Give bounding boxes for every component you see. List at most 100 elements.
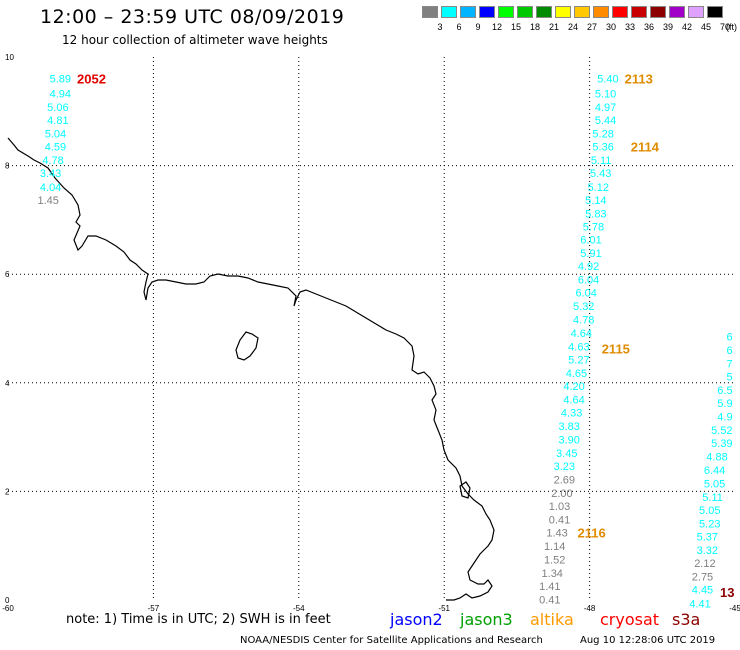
wave-height-value: 5.14 <box>585 195 606 207</box>
wave-height-value: 5.05 <box>704 478 725 490</box>
lon-tick-label: -48 <box>584 604 596 613</box>
color-scale-swatch <box>574 6 590 18</box>
wave-height-value: 5.23 <box>699 518 720 530</box>
wave-height-value: 5.28 <box>592 129 613 141</box>
credit-line: NOAA/NESDIS Center for Satellite Applica… <box>240 635 543 646</box>
satellite-jason3: jason3 <box>460 610 513 629</box>
wave-height-value: 3.32 <box>697 545 718 557</box>
wave-height-value: 1.43 <box>546 528 567 540</box>
wave-height-value: 6.01 <box>580 234 601 246</box>
wave-height-value: 5.91 <box>580 248 601 260</box>
color-scale-label: 27 <box>586 22 597 32</box>
wave-height-observations: 5.894.945.064.815.044.594.783.434.041.45… <box>37 72 734 611</box>
pass-time-label: 2115 <box>602 342 630 357</box>
wave-height-value: 0.41 <box>539 594 560 606</box>
color-scale-unit: (ft) <box>726 22 737 32</box>
wave-height-value: 5.78 <box>583 221 604 233</box>
color-scale-label: 70 <box>719 22 730 32</box>
lat-tick-label: 8 <box>5 162 10 171</box>
wave-height-value: 5.83 <box>585 208 606 220</box>
color-scale-swatch <box>707 6 723 18</box>
wave-height-value: 0.41 <box>549 515 570 527</box>
color-scale-label: 45 <box>700 22 711 32</box>
wave-height-value: 5.36 <box>592 142 613 154</box>
pass-time-label: 2114 <box>631 140 660 155</box>
wave-height-value: 4.97 <box>595 102 616 114</box>
wave-height-value: 3.45 <box>556 448 577 460</box>
wave-height-value: 5.44 <box>595 115 616 127</box>
color-scale-swatch <box>650 6 666 18</box>
wave-height-value: 6.5 <box>717 385 732 397</box>
wave-height-value: 4.78 <box>42 155 63 167</box>
pass-time-label: 2113 <box>625 72 653 87</box>
lon-tick-label: -57 <box>148 604 160 613</box>
axis-tick-labels: -60 -57 -54 -51 -48 -45 0 2 4 6 8 10 <box>2 53 740 613</box>
wave-height-value: 4.78 <box>573 314 594 326</box>
color-scale-label: 36 <box>643 22 654 32</box>
wave-height-value: 4.04 <box>40 182 61 194</box>
wave-height-value: 5.12 <box>588 182 609 194</box>
wave-height-value: 5.89 <box>50 74 71 86</box>
wave-height-value: 4.81 <box>47 115 68 127</box>
wave-height-value: 4.9 <box>717 411 732 423</box>
satellite-altika: altika <box>530 610 574 629</box>
wave-height-value: 4.94 <box>50 88 71 100</box>
color-scale-swatch <box>498 6 514 18</box>
wave-height-value: 4.63 <box>568 341 589 353</box>
island-outline <box>235 331 259 361</box>
wave-height-value: 1.52 <box>544 554 565 566</box>
page-title: 12:00 – 23:59 UTC 08/09/2019 <box>40 6 345 28</box>
wave-height-value: 5.37 <box>697 531 718 543</box>
wave-height-value: 3.43 <box>40 168 61 180</box>
wave-height-value: 5.10 <box>595 88 616 100</box>
wave-height-value: 3.90 <box>558 434 579 446</box>
wave-height-value: 4.20 <box>563 381 584 393</box>
island-outline <box>459 481 471 499</box>
color-scale-label: 39 <box>662 22 673 32</box>
wave-height-value: 5.27 <box>568 354 589 366</box>
wave-height-value: 5.05 <box>699 505 720 517</box>
color-scale-swatch <box>555 6 571 18</box>
lon-tick-label: -60 <box>2 604 14 613</box>
footer-note: note: 1) Time is in UTC; 2) SWH is in fe… <box>66 612 331 627</box>
wave-height-value: 5.06 <box>47 102 68 114</box>
color-scale-label: 33 <box>624 22 635 32</box>
wave-height-value: 5 <box>726 371 732 383</box>
color-scale-label: 12 <box>491 22 502 32</box>
color-scale-label: 6 <box>456 22 462 32</box>
wave-height-value: 5.40 <box>597 74 618 86</box>
wave-height-value: 2.75 <box>692 572 713 584</box>
coastline <box>7 137 495 601</box>
color-scale-label: 18 <box>529 22 540 32</box>
color-scale-label: 3 <box>437 22 443 32</box>
color-scale-label: 42 <box>681 22 692 32</box>
wave-height-value: 3.23 <box>554 461 575 473</box>
wave-height-value: 6.04 <box>578 275 599 287</box>
lat-tick-label: 10 <box>5 53 14 62</box>
wave-height-value: 5.39 <box>711 438 732 450</box>
wave-height-value: 4.64 <box>563 395 584 407</box>
wave-height-value: 6.04 <box>575 288 596 300</box>
color-scale-label: 24 <box>567 22 578 32</box>
lon-tick-label: -54 <box>293 604 305 613</box>
wave-height-value: 6 <box>726 332 732 344</box>
wave-height-value: 1.03 <box>549 501 570 513</box>
wave-height-value: 4.65 <box>566 368 587 380</box>
color-scale-swatch <box>669 6 685 18</box>
wave-height-value: 1.41 <box>539 581 560 593</box>
color-scale-swatch <box>479 6 495 18</box>
lat-tick-label: 2 <box>5 487 10 496</box>
color-scale-swatch <box>441 6 457 18</box>
wave-height-value: 1.14 <box>544 541 565 553</box>
generated-timestamp: Aug 10 12:28:06 UTC 2019 <box>580 635 716 646</box>
satellite-s3a: s3a <box>672 610 701 629</box>
lat-tick-label: 4 <box>5 379 10 388</box>
wave-height-value: 2.00 <box>551 488 572 500</box>
color-scale-swatch <box>517 6 533 18</box>
color-scale-swatch <box>422 6 438 18</box>
wave-height-value: 7 <box>726 358 732 370</box>
pass-time-label: 2116 <box>577 526 605 541</box>
wave-height-value: 4.45 <box>692 585 713 597</box>
wave-height-value: 2.12 <box>694 558 715 570</box>
wave-height-value: 4.92 <box>578 261 599 273</box>
